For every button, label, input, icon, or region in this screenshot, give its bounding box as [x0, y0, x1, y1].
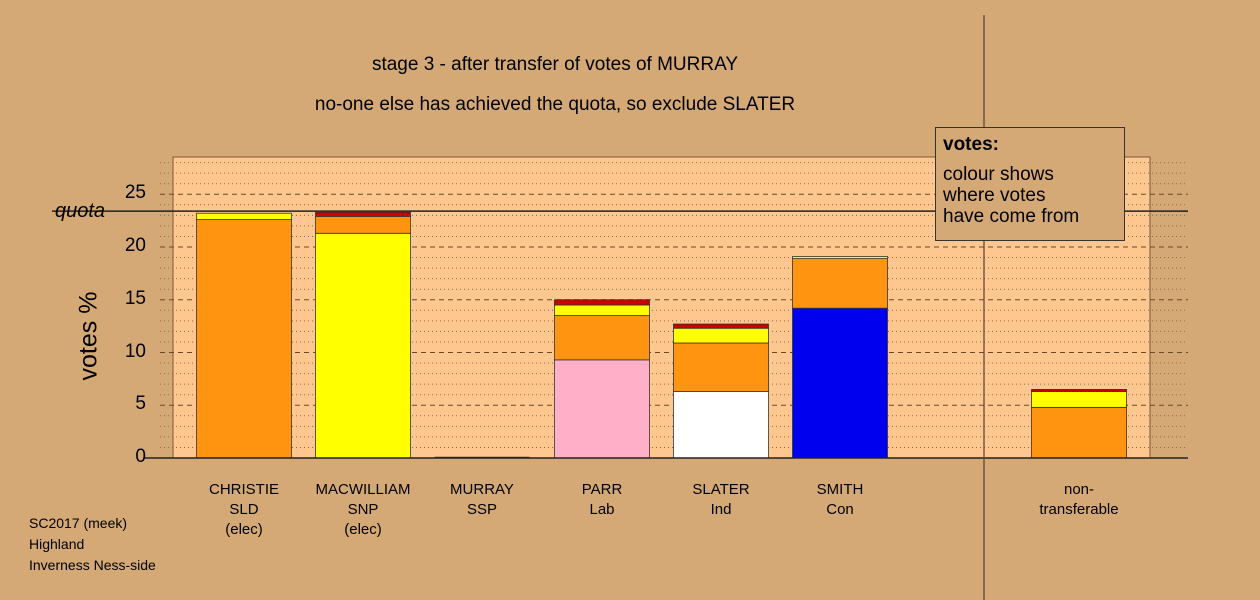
category-label-slater: SLATER Ind — [692, 481, 750, 518]
bar-segment-smith-sld — [792, 258, 888, 309]
bar-segment-non-sld — [1031, 406, 1127, 459]
category-label-christie: CHRISTIE SLD (elec) — [208, 481, 279, 538]
footer-council: Highland — [29, 536, 85, 552]
category-label-smith: SMITH Con — [816, 481, 864, 518]
bar-segment-parr-snp — [554, 304, 650, 316]
y-tick-label: 0 — [135, 446, 146, 467]
bar-segment-slater-sld — [673, 342, 769, 392]
bar-segment-slater-snp — [673, 327, 769, 344]
legend-text-line-1: colour shows — [943, 164, 1054, 185]
bar-segment-non-ssp — [1031, 389, 1127, 392]
bar-segment-smith-con — [792, 307, 888, 459]
bar-segment-parr-sld — [554, 315, 650, 361]
bar-segment-macwilliam-snp — [315, 232, 411, 459]
bar-segment-christie-sld — [196, 219, 292, 459]
y-tick-label: 15 — [124, 287, 146, 309]
bar-segment-slater-ind — [673, 391, 769, 459]
y-tick-label: 20 — [124, 235, 146, 256]
chart-subtitle-status: no-one else has achieved the quota, so e… — [314, 94, 796, 115]
bar-segment-parr-lab — [554, 359, 650, 459]
category-label-macwilliam: MACWILLIAM SNP (elec) — [315, 481, 411, 538]
bar-segment-non-snp — [1031, 391, 1127, 408]
legend-title: votes: — [943, 134, 999, 155]
bar-segment-macwilliam-sld — [315, 216, 411, 234]
quota-label: quota — [55, 200, 106, 222]
category-label-murray: MURRAY SSP — [450, 481, 514, 518]
y-tick-label: 5 — [135, 393, 146, 415]
footer-election: SC2017 (meek) — [29, 515, 128, 531]
legend-text-line-2: where votes — [943, 185, 1046, 206]
bar-segment-macwilliam-ssp — [315, 211, 411, 217]
bar-segment-smith-snp — [792, 256, 888, 260]
bar-segment-christie-snp — [196, 212, 292, 220]
chart-title-stage: stage 3 - after transfer of votes of MUR… — [371, 54, 739, 75]
bar-segment-slater-ssp — [673, 323, 769, 329]
y-tick-label: 25 — [124, 182, 146, 204]
y-tick-label: 10 — [124, 340, 146, 362]
legend-box: votes: colour shows where votes have com… — [935, 127, 1125, 241]
legend-text-line-3: have come from — [943, 206, 1080, 227]
y-axis-label: votes % — [74, 291, 103, 381]
footer-ward: Inverness Ness-side — [29, 557, 156, 573]
category-label-non: non-transferable — [1039, 481, 1119, 518]
bar-segment-parr-ssp — [554, 299, 650, 306]
category-label-parr: PARR Lab — [581, 481, 623, 518]
